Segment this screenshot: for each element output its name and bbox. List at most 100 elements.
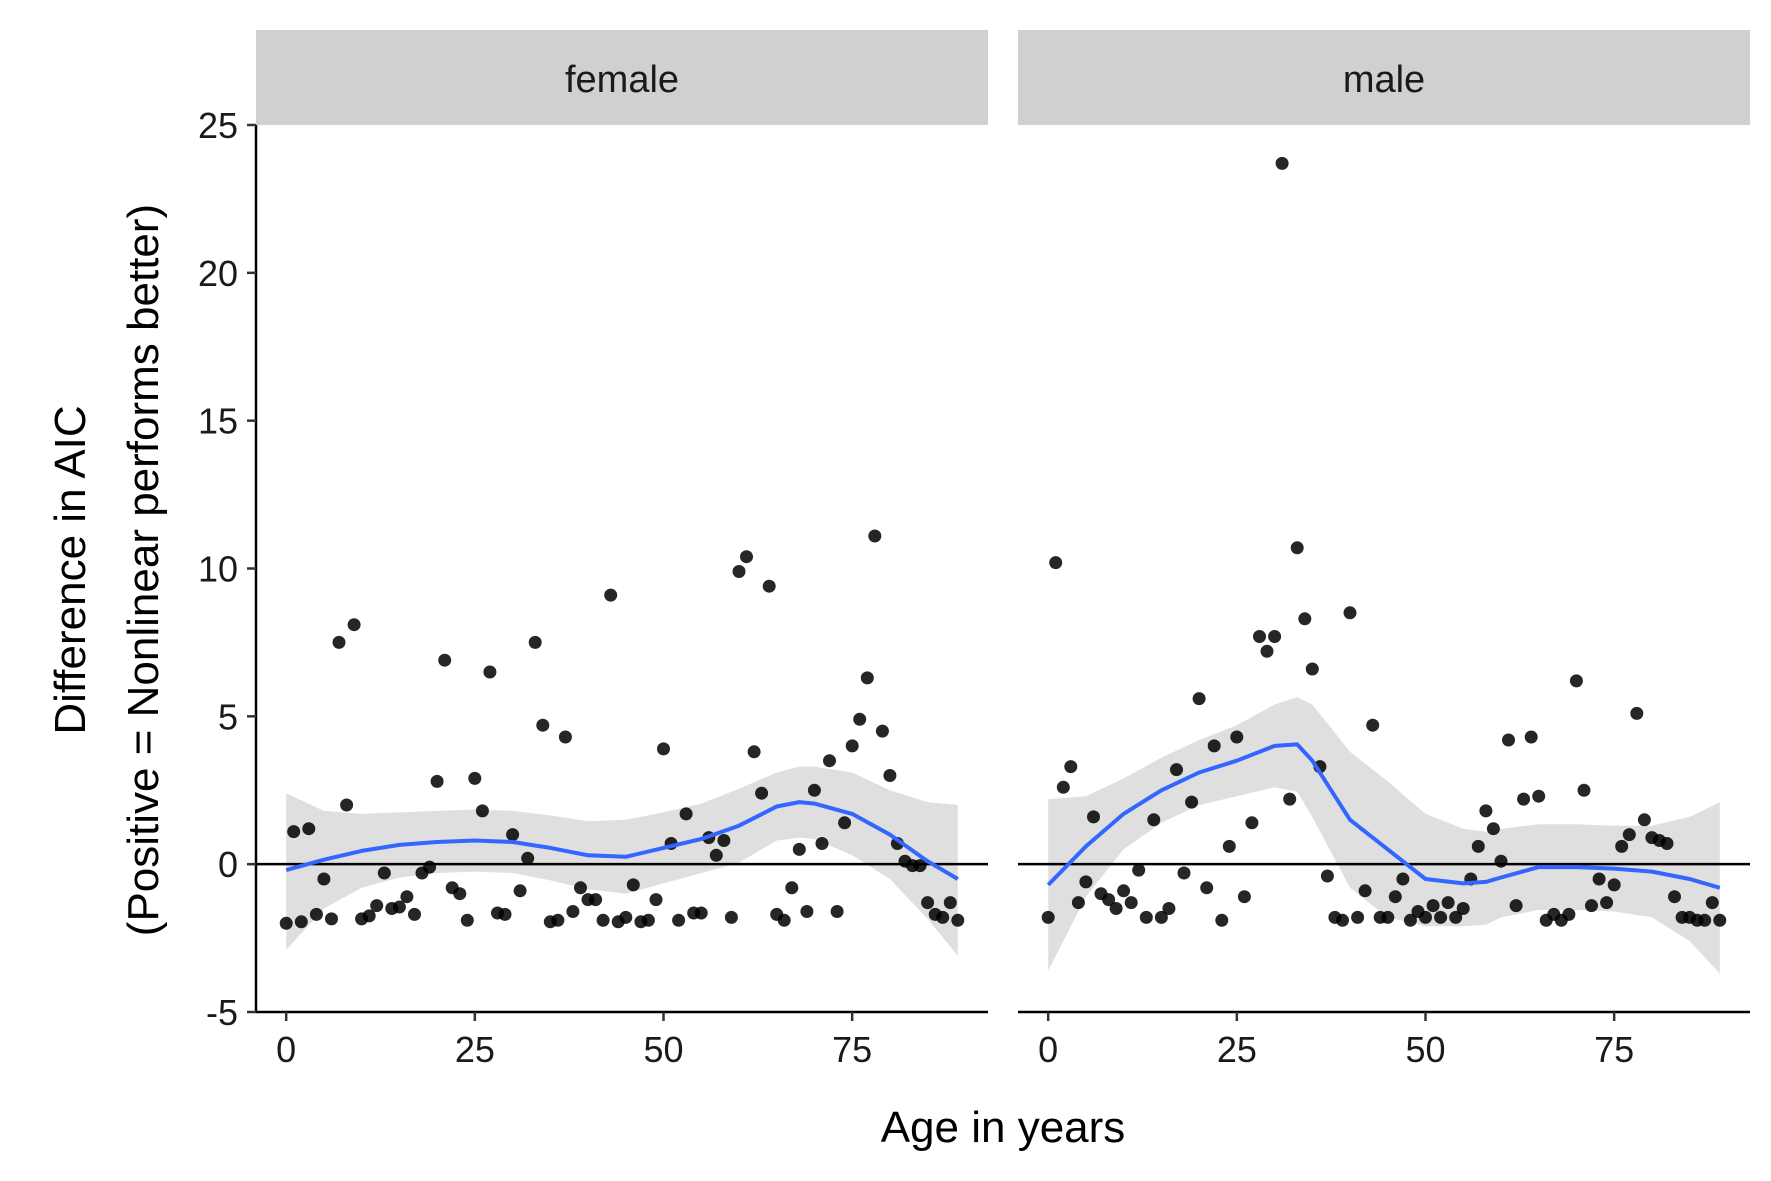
data-point xyxy=(551,913,565,927)
data-point xyxy=(1230,730,1244,744)
data-point xyxy=(1449,910,1463,924)
data-point xyxy=(1366,718,1380,732)
data-point xyxy=(838,816,852,830)
data-point xyxy=(1592,872,1606,886)
data-point xyxy=(1336,913,1349,927)
data-point xyxy=(1253,630,1266,643)
data-point xyxy=(438,653,452,667)
data-point xyxy=(709,848,723,862)
data-point xyxy=(1320,869,1334,883)
data-point xyxy=(1215,913,1229,927)
x-tick-label: 0 xyxy=(1038,1029,1058,1070)
data-point xyxy=(1419,910,1432,924)
data-point xyxy=(762,579,776,593)
data-point xyxy=(1479,804,1493,818)
data-point xyxy=(830,905,844,918)
data-point xyxy=(362,909,376,923)
x-axis-female: 0 25 50 75 xyxy=(256,1010,988,1070)
data-point xyxy=(1705,896,1719,910)
data-point xyxy=(1577,783,1591,797)
data-point xyxy=(475,804,489,818)
x-axis-male: 0 25 50 75 xyxy=(1018,1010,1750,1070)
data-point xyxy=(1502,733,1515,747)
points-layer xyxy=(279,529,965,930)
data-point xyxy=(325,912,338,926)
data-point xyxy=(1615,839,1629,853)
x-axis-title: Age in years xyxy=(881,1103,1126,1152)
x-tick-label: 75 xyxy=(832,1029,872,1070)
data-point xyxy=(936,910,950,924)
data-point xyxy=(1079,875,1093,889)
data-point xyxy=(1569,674,1583,688)
data-point xyxy=(1056,780,1070,794)
data-point xyxy=(853,712,867,726)
data-point xyxy=(1154,910,1168,924)
data-point xyxy=(1185,795,1199,809)
data-point xyxy=(528,635,542,649)
data-point xyxy=(1622,828,1636,842)
data-point xyxy=(1668,890,1681,904)
x-tick-label: 25 xyxy=(1217,1029,1257,1070)
data-point xyxy=(1358,884,1372,898)
data-point xyxy=(1630,706,1644,720)
data-point xyxy=(1532,789,1546,803)
data-point xyxy=(694,906,708,920)
data-point xyxy=(1509,899,1523,913)
data-point xyxy=(807,783,821,797)
data-point xyxy=(626,878,640,892)
data-point xyxy=(347,618,361,632)
data-point xyxy=(287,825,301,839)
data-point xyxy=(1381,910,1395,924)
data-point xyxy=(1192,692,1206,706)
data-point xyxy=(1041,910,1055,924)
data-point xyxy=(589,893,603,907)
data-point xyxy=(332,635,346,649)
data-point xyxy=(1064,760,1078,774)
data-point xyxy=(1147,813,1161,827)
data-point xyxy=(1237,890,1251,904)
data-point xyxy=(1132,863,1146,877)
data-point xyxy=(453,887,467,901)
data-point xyxy=(657,742,670,756)
data-point xyxy=(1245,816,1259,830)
smooth-trend-line xyxy=(285,800,959,881)
data-point xyxy=(317,872,331,886)
data-point xyxy=(672,913,686,927)
smooth-trend-line xyxy=(1046,742,1721,890)
x-tick-label: 0 xyxy=(276,1029,296,1070)
data-point xyxy=(1351,910,1365,924)
data-point xyxy=(279,916,293,930)
data-point xyxy=(468,771,482,785)
data-point xyxy=(1388,890,1402,904)
data-point xyxy=(1698,913,1712,927)
data-point xyxy=(1087,810,1100,824)
y-tick-label: -5 xyxy=(206,992,238,1033)
data-point xyxy=(1117,884,1131,898)
strip-background xyxy=(1018,30,1750,125)
data-point xyxy=(868,529,882,543)
y-axis-title-line-2: (Positive = Nonlinear performs better) xyxy=(119,204,168,936)
data-point xyxy=(785,881,799,895)
y-tick-label: 25 xyxy=(198,105,238,146)
data-point xyxy=(1170,763,1183,777)
confidence-ribbon-layer xyxy=(286,766,958,956)
data-point xyxy=(1275,156,1289,170)
data-point xyxy=(1434,910,1448,924)
data-point xyxy=(860,671,874,685)
data-point xyxy=(1305,662,1319,676)
data-point xyxy=(1660,837,1674,850)
y-axis: -5 0 5 10 15 20 25 xyxy=(198,105,258,1033)
data-point xyxy=(1290,541,1304,555)
facet-strip-male: male xyxy=(1018,30,1750,125)
data-point xyxy=(875,724,889,738)
data-point xyxy=(815,837,829,850)
data-point xyxy=(1607,878,1621,892)
panel-female: 0 25 50 75 xyxy=(256,529,988,1070)
data-point xyxy=(521,851,535,865)
facet-strip-female: female xyxy=(256,30,988,125)
data-point xyxy=(483,665,497,679)
data-point xyxy=(400,890,414,904)
data-point xyxy=(1524,730,1538,744)
data-point xyxy=(732,565,746,578)
